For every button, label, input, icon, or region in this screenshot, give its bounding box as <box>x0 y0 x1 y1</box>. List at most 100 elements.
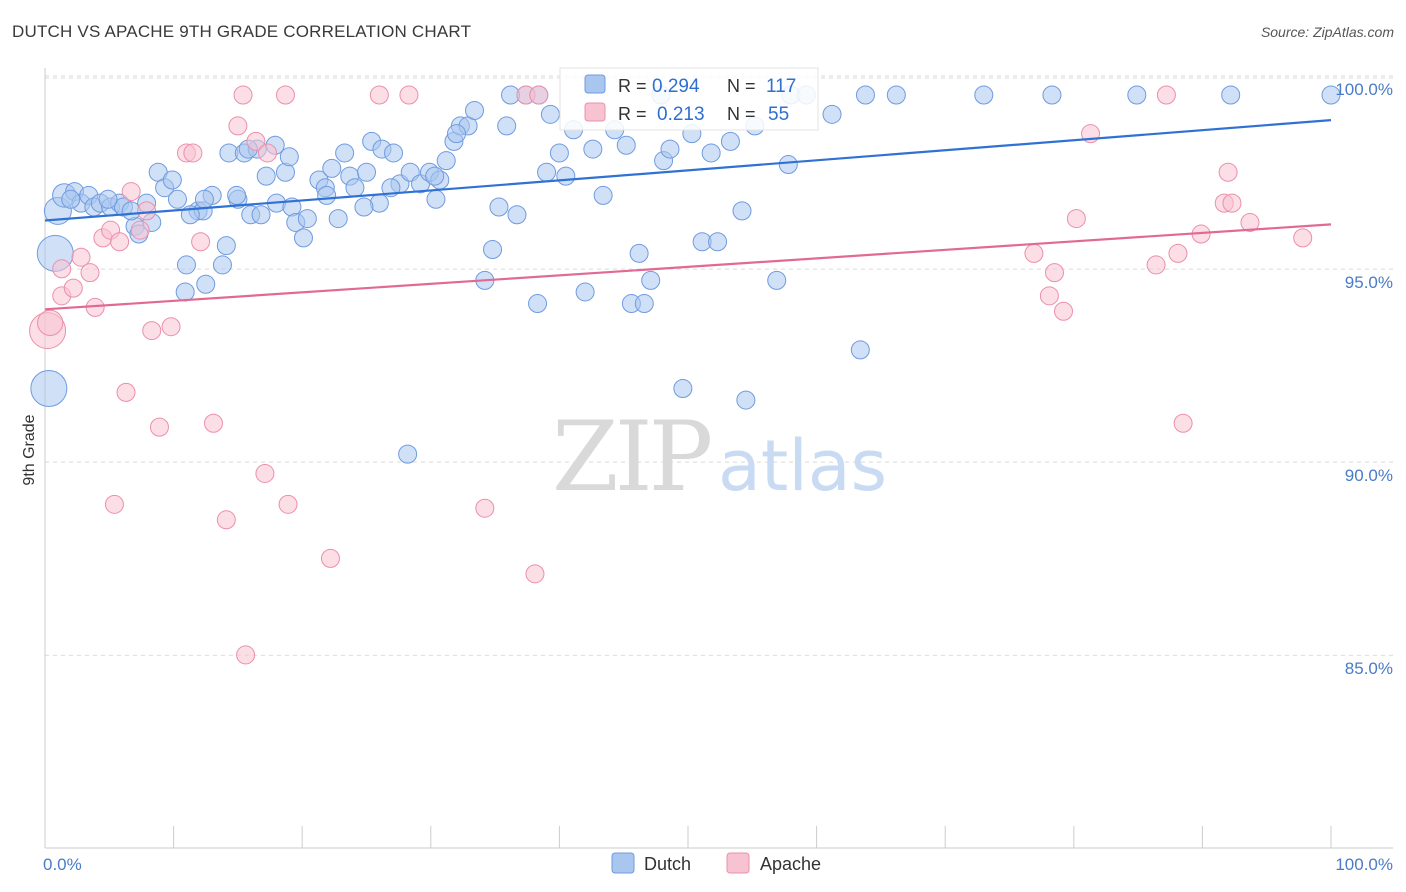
dutch-point <box>175 282 195 302</box>
watermark-atlas: atlas <box>718 425 887 507</box>
apache-point <box>1218 162 1238 182</box>
dutch-point <box>345 178 365 198</box>
apache-point <box>246 131 266 151</box>
apache-point <box>525 564 545 584</box>
dutch-point <box>556 166 576 186</box>
dutch-point <box>822 104 842 124</box>
dutch-point <box>317 185 337 205</box>
dutch-point <box>196 274 216 294</box>
dutch-point <box>855 85 875 105</box>
legend-dutch-label: Dutch <box>644 854 691 874</box>
apache-point <box>149 417 169 437</box>
apache-point <box>1054 301 1074 321</box>
apache-r-label: R = <box>618 104 647 124</box>
legend-item-apache[interactable]: Apache <box>726 852 821 874</box>
dutch-point <box>850 340 870 360</box>
apache-point <box>475 498 495 518</box>
dutch-point <box>1221 85 1241 105</box>
dutch-point <box>251 205 271 225</box>
dutch-r-label: R = <box>618 76 647 96</box>
dutch-point <box>167 189 187 209</box>
dutch-point <box>436 151 456 171</box>
x-tick-label: 100.0% <box>1335 855 1393 874</box>
apache-swatch <box>584 102 606 122</box>
apache-point <box>1146 255 1166 275</box>
dutch-point <box>354 197 374 217</box>
apache-point <box>52 259 72 279</box>
dutch-point <box>194 189 214 209</box>
dutch-point <box>1321 85 1341 105</box>
apache-point <box>191 232 211 252</box>
dutch-point <box>540 104 560 124</box>
apache-point <box>1045 263 1065 283</box>
dutch-point <box>528 294 548 314</box>
apache-point <box>257 143 277 163</box>
dutch-point <box>736 390 756 410</box>
apache-point <box>275 85 295 105</box>
dutch-point <box>575 282 595 302</box>
legend-dutch-swatch <box>611 852 635 874</box>
apache-point <box>320 548 340 568</box>
y-tick-label: 90.0% <box>1345 466 1393 485</box>
apache-point <box>1240 212 1260 232</box>
x-tick-label: 0.0% <box>43 855 82 874</box>
apache-point <box>1222 193 1242 213</box>
apache-point <box>1156 85 1176 105</box>
stats-row-dutch: R = 0.294 N = 117 <box>584 74 796 97</box>
apache-point <box>236 645 256 665</box>
apache-point <box>369 85 389 105</box>
legend-item-dutch[interactable]: Dutch <box>611 852 691 874</box>
apache-r-value: 0.213 <box>657 104 705 125</box>
dutch-point <box>701 143 721 163</box>
apache-trend-line <box>44 223 1332 311</box>
dutch-point <box>497 116 517 136</box>
grid-layer <box>45 75 1393 656</box>
dutch-point <box>227 185 247 205</box>
dutch-point <box>335 143 355 163</box>
apache-point <box>1293 228 1313 248</box>
dutch-point <box>974 85 994 105</box>
apache-point <box>278 494 298 514</box>
dutch-n-value: 117 <box>766 76 796 97</box>
dutch-point <box>483 239 503 259</box>
axes-layer <box>44 68 1393 849</box>
dutch-point <box>593 185 613 205</box>
dutch-point <box>256 166 276 186</box>
y-axis-title: 9th Grade <box>21 414 38 485</box>
y-tick-label: 95.0% <box>1345 273 1393 292</box>
y-tick-label: 100.0% <box>1335 80 1393 99</box>
apache-point <box>1173 413 1193 433</box>
legend-apache-label: Apache <box>760 854 821 874</box>
dutch-n-label: N = <box>727 76 756 96</box>
dutch-point <box>216 236 236 256</box>
trend-layer <box>44 119 1332 311</box>
apache-point <box>255 463 275 483</box>
apache-point <box>121 182 141 202</box>
dutch-point <box>616 135 636 155</box>
x-tick-labels: 0.0% 100.0% <box>43 855 1393 874</box>
dutch-point <box>767 270 787 290</box>
dutch-point <box>708 232 728 252</box>
apache-point <box>233 85 253 105</box>
dutch-point <box>641 270 661 290</box>
dutch-point <box>660 139 680 159</box>
apache-point <box>1168 243 1188 263</box>
dutch-point <box>447 124 467 144</box>
apache-point <box>80 263 100 283</box>
dutch-point <box>732 201 752 221</box>
y-tick-labels: 100.0% 95.0% 90.0% 85.0% <box>1335 80 1393 678</box>
dutch-point <box>61 189 81 209</box>
dutch-point <box>583 139 603 159</box>
dutch-point <box>1042 85 1062 105</box>
source-label: Source: ZipAtlas.com <box>1260 24 1394 40</box>
dutch-point <box>293 228 313 248</box>
apache-point <box>1066 209 1086 229</box>
dutch-point <box>537 162 557 182</box>
dutch-point <box>425 166 445 186</box>
watermark: ZIP atlas <box>552 401 887 513</box>
stats-legend-box: R = 0.294 N = 117 R = 0.213 N = 55 <box>559 67 819 131</box>
dutch-point <box>778 155 798 175</box>
dutch-point <box>426 189 446 209</box>
dutch-point <box>384 143 404 163</box>
